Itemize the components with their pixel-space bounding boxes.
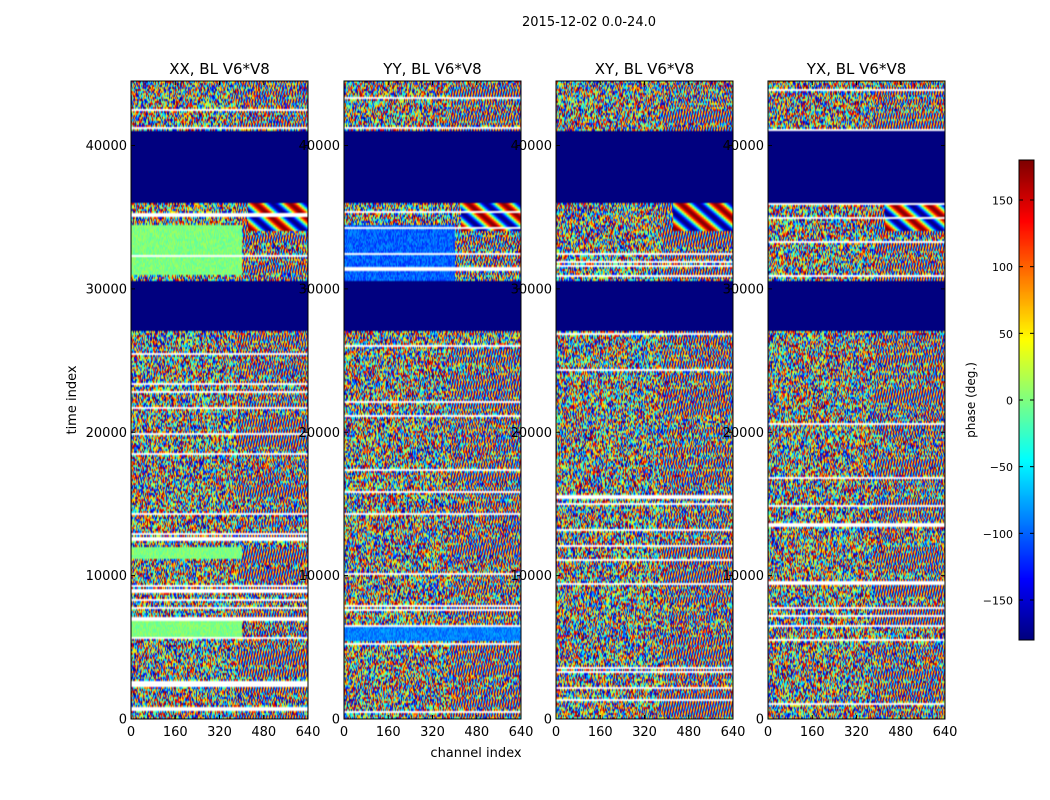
- y-tick-label: 10000: [299, 569, 340, 584]
- colorbar: 150 100 50 0 −50 −100 −150 phase (deg.): [964, 159, 1035, 641]
- y-tick-label: 0: [119, 713, 127, 728]
- x-tick-label: 0: [340, 725, 348, 740]
- x-tick-label: 320: [207, 725, 232, 740]
- y-tick-label: 20000: [299, 426, 340, 441]
- y-tick-label: 20000: [511, 426, 552, 441]
- y-tick-label: 20000: [723, 426, 764, 441]
- colorbar-tick-label: −100: [983, 528, 1013, 541]
- y-tick-label: 10000: [723, 569, 764, 584]
- colorbar-tick-label: 0: [1006, 395, 1013, 408]
- y-axis-label: time index: [65, 365, 80, 434]
- panel-yy: YY, BL V6*V8 0 160 320 480 640 0 10000 20000 3000…: [299, 60, 534, 740]
- heatmap-image: [768, 81, 945, 719]
- y-tick-label: 0: [332, 713, 340, 728]
- x-tick-label: 640: [721, 725, 746, 740]
- heatmap-image: [556, 81, 733, 719]
- panel-xx: XX, BL V6*V8 0 160 320 480 640 0 10000 20000 3000…: [86, 60, 321, 740]
- colorbar-tick-label: −50: [990, 461, 1013, 474]
- x-tick-label: 0: [764, 725, 772, 740]
- x-tick-label: 320: [844, 725, 869, 740]
- y-tick-label: 30000: [723, 282, 764, 297]
- y-tick-label: 30000: [86, 282, 127, 297]
- figure-title: 2015-12-02 0.0-24.0: [522, 15, 656, 30]
- colorbar-gradient: [1019, 160, 1034, 640]
- x-tick-label: 160: [800, 725, 825, 740]
- panel-title: XX, BL V6*V8: [169, 60, 270, 78]
- y-tick-label: 10000: [86, 569, 127, 584]
- y-tick-label: 0: [756, 713, 764, 728]
- y-tick-label: 0: [544, 713, 552, 728]
- x-tick-label: 640: [509, 725, 534, 740]
- x-tick-label: 480: [464, 725, 489, 740]
- x-tick-label: 480: [676, 725, 701, 740]
- y-tick-label: 30000: [511, 282, 552, 297]
- y-tick-label: 40000: [86, 139, 127, 154]
- heatmap-image: [344, 81, 521, 719]
- x-tick-label: 0: [127, 725, 135, 740]
- x-tick-label: 640: [296, 725, 321, 740]
- x-tick-label: 640: [933, 725, 958, 740]
- x-tick-label: 0: [552, 725, 560, 740]
- y-tick-label: 30000: [299, 282, 340, 297]
- y-tick-label: 40000: [723, 139, 764, 154]
- x-tick-label: 160: [376, 725, 401, 740]
- panel-xy: XY, BL V6*V8 0 160 320 480 640 0 10000 20000 3000…: [511, 60, 746, 740]
- colorbar-tick-label: 150: [992, 195, 1013, 208]
- colorbar-tick-label: 50: [999, 328, 1013, 341]
- y-tick-label: 20000: [86, 426, 127, 441]
- colorbar-tick-label: −150: [983, 595, 1013, 608]
- panel-yx: YX, BL V6*V8 0 160 320 480 640 0 10000 20000 3000…: [723, 60, 958, 740]
- x-tick-label: 160: [588, 725, 613, 740]
- panel-title: XY, BL V6*V8: [595, 60, 695, 78]
- x-tick-label: 480: [888, 725, 913, 740]
- panel-title: YX, BL V6*V8: [806, 60, 907, 78]
- x-tick-label: 160: [163, 725, 188, 740]
- y-tick-label: 40000: [511, 139, 552, 154]
- x-tick-label: 320: [420, 725, 445, 740]
- heatmap-image: [131, 81, 308, 719]
- colorbar-tick-label: 100: [992, 261, 1013, 274]
- x-tick-label: 320: [632, 725, 657, 740]
- x-axis-label: channel index: [430, 746, 521, 761]
- y-tick-label: 40000: [299, 139, 340, 154]
- colorbar-label: phase (deg.): [964, 362, 978, 438]
- panels: XX, BL V6*V8 0 160 320 480 640 0 10000 20000 3000…: [86, 60, 958, 740]
- x-tick-label: 480: [251, 725, 276, 740]
- y-tick-label: 10000: [511, 569, 552, 584]
- panel-title: YY, BL V6*V8: [382, 60, 481, 78]
